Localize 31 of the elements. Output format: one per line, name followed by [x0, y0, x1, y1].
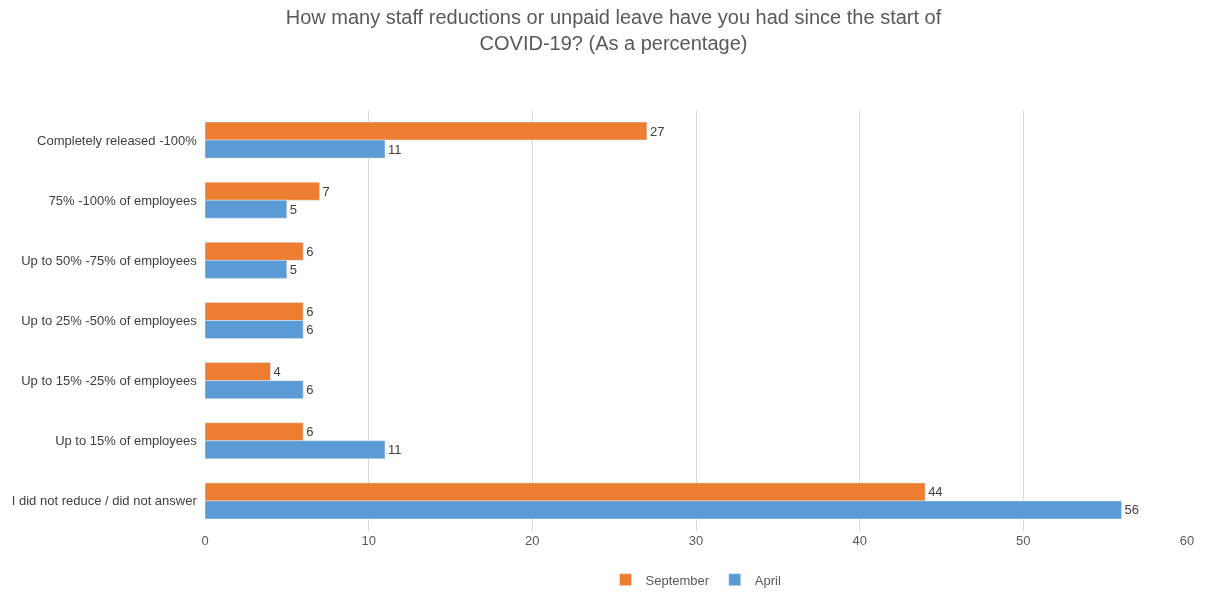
x-tick-label: 40	[852, 533, 867, 548]
x-tick-label: 60	[1179, 533, 1195, 548]
legend-label: September	[645, 572, 710, 588]
x-tick-label: 20	[525, 533, 540, 548]
data-label: 6	[306, 322, 314, 338]
x-tick-label: 30	[688, 533, 704, 548]
data-label: 4	[273, 364, 281, 380]
y-tick-label: Completely released -100%	[37, 132, 204, 148]
y-tick-label: Up to 15% of employees	[55, 433, 204, 449]
data-label: 5	[289, 201, 298, 217]
data-label: 11	[388, 442, 402, 458]
chart-title: How many staff reductions or unpaid leave have you had since the start of COVID-19? (As a percentage)	[285, 6, 942, 55]
legend-label: April	[754, 572, 781, 588]
x-tick-label: 10	[361, 533, 376, 548]
data-label: 6	[306, 243, 314, 259]
y-tick-label: Up to 50% -75% of employees	[21, 252, 204, 268]
x-tick-label: 0	[201, 533, 209, 548]
data-label: 11	[388, 141, 402, 157]
data-label: 6	[306, 382, 314, 398]
y-tick-label: Up to 25% -50% of employees	[21, 313, 204, 329]
y-tick-label: I did not reduce / did not answer	[11, 493, 204, 509]
data-label: 6	[306, 303, 314, 319]
data-label: 5	[289, 261, 298, 277]
x-tick-label: 50	[1016, 533, 1031, 548]
data-label: 7	[322, 183, 330, 199]
data-label: 56	[1124, 502, 1139, 518]
data-label: 6	[306, 424, 314, 440]
y-tick-label: 75% -100% of employees	[48, 192, 204, 208]
y-tick-label: Up to 15% -25% of employees	[21, 373, 204, 389]
data-label: 27	[649, 123, 665, 139]
data-label: 44	[928, 484, 943, 500]
